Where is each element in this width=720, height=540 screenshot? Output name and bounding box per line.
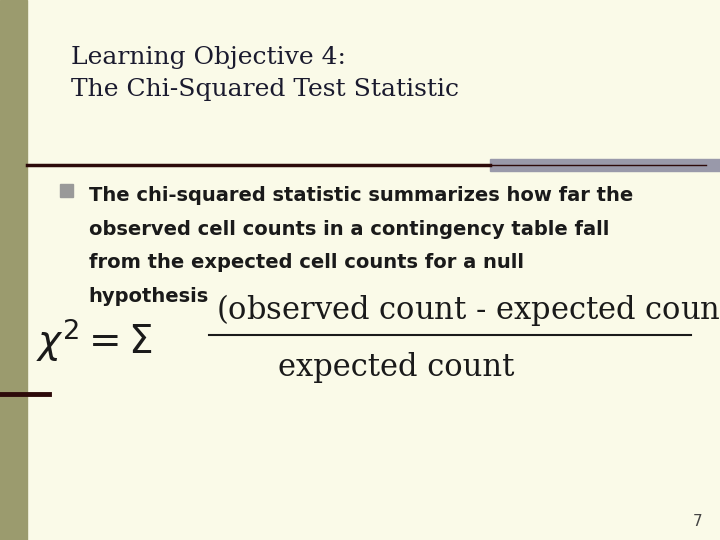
Text: (observed count - expected count)$^2$: (observed count - expected count)$^2$: [216, 291, 720, 330]
Text: expected count: expected count: [278, 352, 514, 383]
Text: The Chi-Squared Test Statistic: The Chi-Squared Test Statistic: [71, 78, 459, 102]
Text: observed cell counts in a contingency table fall: observed cell counts in a contingency ta…: [89, 220, 609, 239]
Text: Learning Objective 4:: Learning Objective 4:: [71, 46, 346, 69]
Text: hypothesis: hypothesis: [89, 287, 209, 306]
Text: The chi-squared statistic summarizes how far the: The chi-squared statistic summarizes how…: [89, 186, 633, 205]
Text: 7: 7: [693, 514, 702, 529]
Bar: [0, 0, 27, 540]
Bar: [490, 159, 720, 171]
Text: $\chi^2 = \Sigma$: $\chi^2 = \Sigma$: [36, 316, 153, 364]
Text: from the expected cell counts for a null: from the expected cell counts for a null: [89, 253, 523, 272]
Bar: [60, 184, 73, 197]
